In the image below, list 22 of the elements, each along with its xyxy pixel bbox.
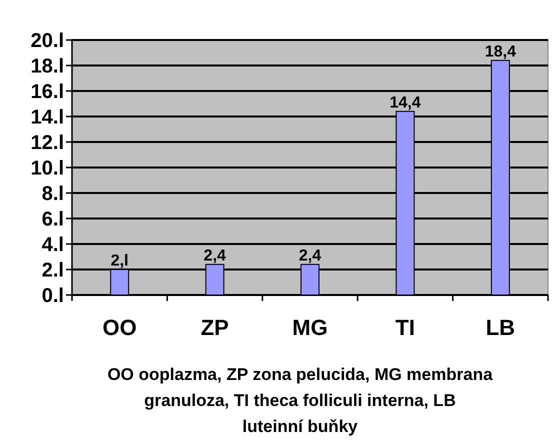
y-tick-label: 18.l xyxy=(30,56,64,78)
y-tick-label: 20.l xyxy=(30,30,64,52)
x-tick-label: OO xyxy=(102,315,137,340)
data-label: 2,l xyxy=(110,252,128,270)
y-tick-label: 10.l xyxy=(30,158,64,180)
data-label: 2,4 xyxy=(204,247,226,264)
y-tick-label: 14.l xyxy=(30,106,64,128)
y-tick-label: 12.l xyxy=(30,132,64,154)
y-tick-label: 0.l xyxy=(42,285,64,307)
y-tick-label: 4.l xyxy=(42,234,64,256)
y-tick-label: 8.l xyxy=(42,183,64,205)
y-tick-label: 6.l xyxy=(42,208,64,230)
data-label: 14,4 xyxy=(390,94,421,112)
x-tick-label: MG xyxy=(292,315,328,340)
data-label: 2,4 xyxy=(298,247,322,264)
y-tick-label: 16.l xyxy=(30,81,64,103)
y-tick-label: 2.l xyxy=(42,260,64,282)
x-tick-label: ZP xyxy=(200,315,229,340)
data-label: 18,4 xyxy=(484,43,516,60)
x-axis-title: OO ooplazma, ZP zona pelucida, MG membrana granuloza, TI theca folliculi interna, LB luteinní buňky xyxy=(107,365,494,436)
x-tick-label: TI xyxy=(395,315,415,340)
x-tick-label: LB xyxy=(486,315,516,340)
